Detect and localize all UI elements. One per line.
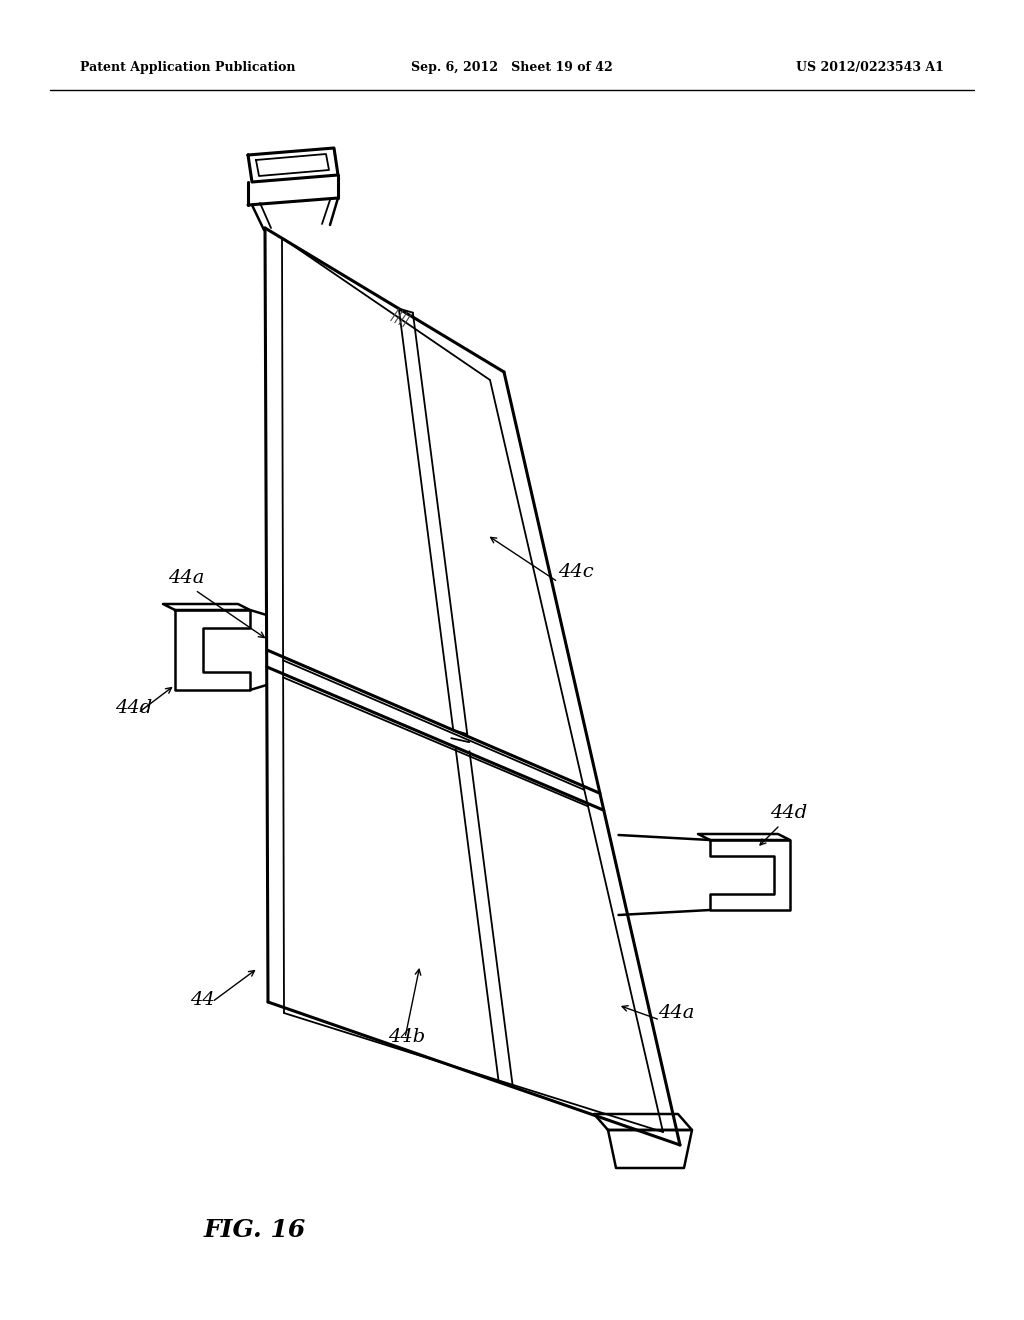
Text: 44a: 44a [168, 569, 205, 587]
Text: 44d: 44d [770, 804, 807, 822]
Text: US 2012/0223543 A1: US 2012/0223543 A1 [796, 62, 944, 74]
Text: 44: 44 [190, 991, 215, 1008]
Text: FIG. 16: FIG. 16 [204, 1218, 306, 1242]
Text: 44c: 44c [558, 564, 594, 581]
Text: 44d: 44d [115, 700, 153, 717]
Text: Sep. 6, 2012   Sheet 19 of 42: Sep. 6, 2012 Sheet 19 of 42 [411, 62, 613, 74]
Text: 44b: 44b [388, 1028, 425, 1045]
Text: 44a: 44a [658, 1005, 694, 1022]
Text: Patent Application Publication: Patent Application Publication [80, 62, 296, 74]
